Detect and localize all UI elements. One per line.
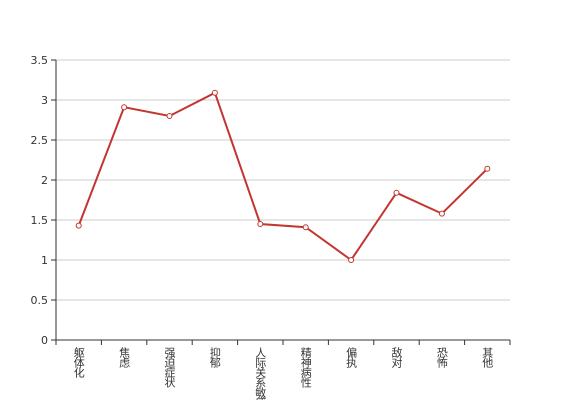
x-tick-label: 恐怖 (435, 347, 448, 368)
point (393, 189, 400, 196)
point (348, 257, 355, 263)
point (211, 89, 218, 96)
x-tick-label: 人际关系敏感 (254, 347, 267, 400)
x-tick-label: 其他 (481, 347, 494, 368)
y-tick-label: 0.5 (31, 294, 49, 307)
y-tick-label: 3 (41, 94, 48, 107)
point (438, 210, 445, 217)
x-tick-label: 焦虑 (118, 347, 131, 368)
x-tick-label: 抑郁 (208, 346, 221, 368)
y-tick-label: 1.5 (31, 214, 49, 227)
x-tick-label: 敌对 (390, 346, 403, 368)
y-tick-label: 3.5 (31, 54, 49, 67)
point (302, 224, 309, 231)
point (121, 104, 128, 111)
y-tick-label: 0 (41, 334, 48, 347)
point (257, 221, 264, 227)
line (77, 91, 489, 262)
x-tick-label: 精神病性 (299, 347, 312, 389)
point (484, 165, 491, 172)
x-tick-label: 偏执 (345, 346, 358, 369)
point (75, 222, 82, 229)
x-tick-label: 躯体化 (72, 347, 85, 379)
x-tick-label: 强迫症状 (163, 347, 176, 388)
point (166, 113, 173, 119)
y-tick-label: 2 (41, 174, 48, 187)
y-tick-label: 1 (41, 254, 48, 267)
y-tick-label: 2.5 (31, 134, 49, 147)
